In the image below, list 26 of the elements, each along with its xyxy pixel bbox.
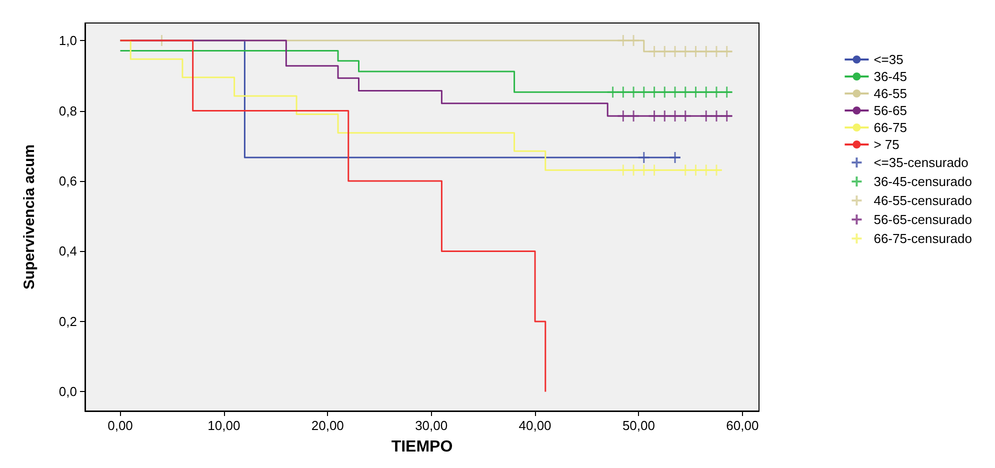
legend-label: 46-55 [874, 86, 907, 101]
x-tick-label: 0,00 [108, 418, 133, 433]
x-tick-label: 20,00 [311, 418, 344, 433]
y-tick-label: 0,0 [58, 384, 77, 400]
y-tick-label: 0,8 [58, 103, 77, 118]
y-tick-label: 0,4 [58, 244, 77, 259]
legend-label: 66-75 [874, 120, 907, 135]
legend-label: > 75 [874, 137, 900, 152]
x-tick-label: 60,00 [726, 418, 759, 433]
y-tick-label: 1,0 [58, 33, 77, 48]
legend-label: 46-55-censurado [874, 193, 972, 208]
x-tick-label: 10,00 [208, 418, 240, 433]
y-tick-label: 0,2 [58, 314, 77, 329]
x-axis-title: TIEMPO [391, 438, 453, 456]
x-tick-label: 40,00 [518, 418, 552, 433]
legend-label: 56-65-censurado [874, 212, 972, 227]
legend-label: 36-45-censurado [874, 174, 972, 189]
legend-label: 56-65 [874, 103, 907, 118]
legend-label: 36-45 [874, 69, 907, 84]
y-axis-title: Supervivencia acum [21, 144, 38, 290]
x-tick-label: 50,00 [622, 418, 655, 433]
legend-label: <=35-censurado [874, 155, 968, 170]
legend-label: <=35 [874, 52, 904, 67]
x-tick-label: 30,00 [415, 418, 448, 433]
legend-label: 66-75-censurado [874, 231, 972, 246]
y-tick-label: 0,6 [58, 174, 77, 189]
